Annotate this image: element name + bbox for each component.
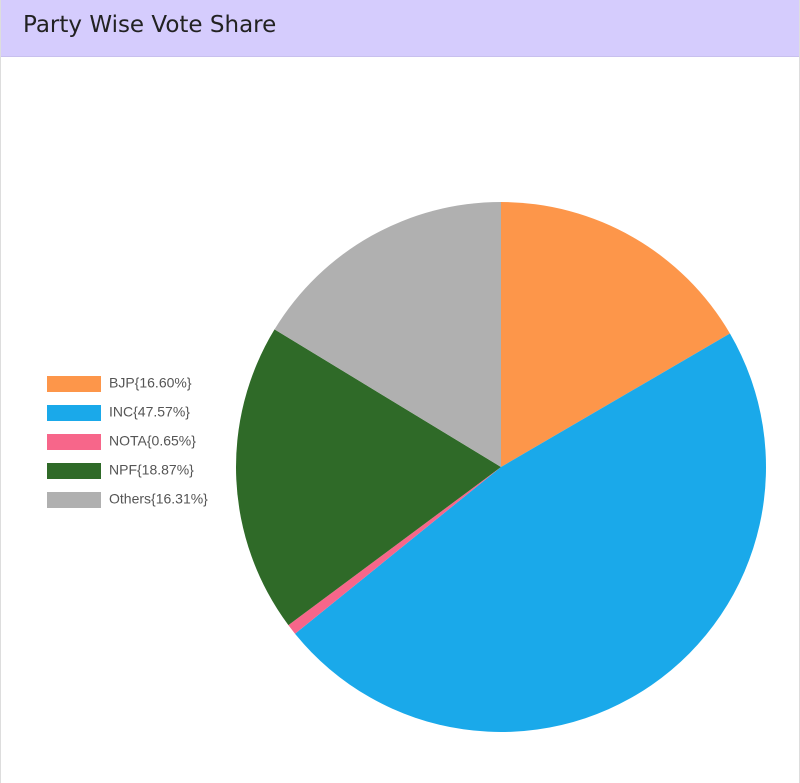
legend-swatch	[47, 434, 101, 450]
legend-label: NPF{18.87%}	[109, 462, 194, 478]
pie-slice	[235, 329, 501, 626]
legend-swatch	[47, 405, 101, 421]
pie-slice	[288, 467, 501, 634]
legend-label: Others{16.31%}	[109, 491, 208, 507]
legend-label: NOTA{0.65%}	[109, 433, 196, 449]
legend-swatch	[47, 492, 101, 508]
legend-label: INC{47.57%}	[109, 404, 190, 420]
pie-slice	[295, 333, 767, 733]
legend-swatch	[47, 463, 101, 479]
pie-slice	[501, 202, 730, 467]
legend-label: BJP{16.60%}	[109, 375, 192, 391]
header: Party Wise Vote Share	[1, 0, 799, 57]
legend-swatch	[47, 376, 101, 392]
pie-slice	[274, 202, 501, 467]
chart-title: Party Wise Vote Share	[23, 12, 277, 38]
